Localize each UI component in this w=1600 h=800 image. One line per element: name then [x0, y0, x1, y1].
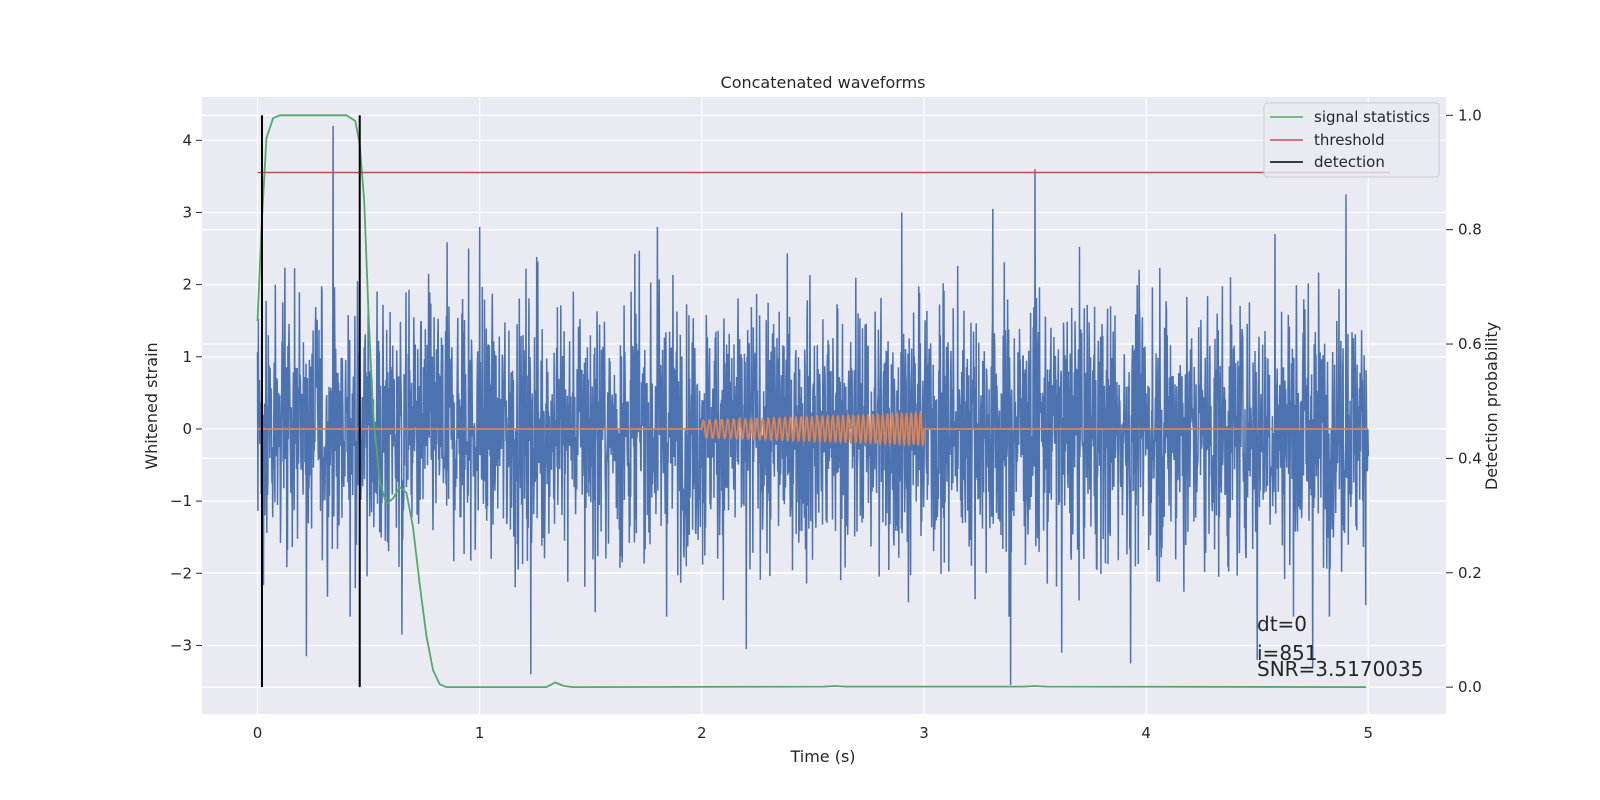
strain-series [256, 125, 1370, 686]
annotation-index: i=851 [1257, 641, 1318, 665]
x-axis-label: Time (s) [789, 747, 855, 766]
annotation-snr: SNR=3.5170035 [1257, 657, 1423, 681]
y-tick-label: 1 [182, 348, 192, 366]
x-tick-label: 3 [919, 724, 929, 742]
y-tick-label: 3 [182, 203, 192, 221]
y-axis-label: Whitened strain [142, 342, 161, 469]
x-tick-label: 0 [253, 724, 263, 742]
x-tick-label: 4 [1141, 724, 1151, 742]
y2-tick-label: 0.6 [1458, 335, 1482, 353]
y2-axis-label: Detection probability [1482, 322, 1501, 490]
chart-title: Concatenated waveforms [721, 73, 926, 92]
legend-label-signal-statistics: signal statistics [1314, 108, 1430, 126]
legend: signal statistics threshold detection [1263, 102, 1440, 178]
signal-statistics-line [256, 114, 1367, 688]
y-tick-label: 0 [182, 420, 192, 438]
y2-tick-label: 0.0 [1458, 678, 1482, 696]
legend-label-threshold: threshold [1314, 131, 1385, 149]
y2-tick-label: 1.0 [1458, 106, 1482, 124]
legend-box [1263, 102, 1440, 178]
data-layer [256, 114, 1391, 688]
axes: 0 1 2 3 4 5 −3 −2 −1 0 1 2 3 4 0.0 0.2 0.4 0.6 0.8 1.0 [170, 106, 1482, 742]
x-tick-label: 5 [1363, 724, 1373, 742]
x-tick-label: 1 [475, 724, 485, 742]
x-tick-label: 2 [697, 724, 707, 742]
legend-label-detection: detection [1314, 153, 1385, 171]
y-tick-label: −1 [170, 492, 192, 510]
y2-tick-label: 0.8 [1458, 221, 1482, 239]
y-tick-label: −2 [170, 564, 192, 582]
y-tick-label: 4 [182, 131, 192, 149]
annotation-dt: dt=0 [1257, 612, 1307, 636]
y2-tick-label: 0.4 [1458, 449, 1482, 467]
y-tick-label: 2 [182, 276, 192, 294]
template-series [257, 409, 1369, 448]
y-tick-label: −3 [170, 636, 192, 654]
y2-tick-label: 0.2 [1458, 564, 1482, 582]
